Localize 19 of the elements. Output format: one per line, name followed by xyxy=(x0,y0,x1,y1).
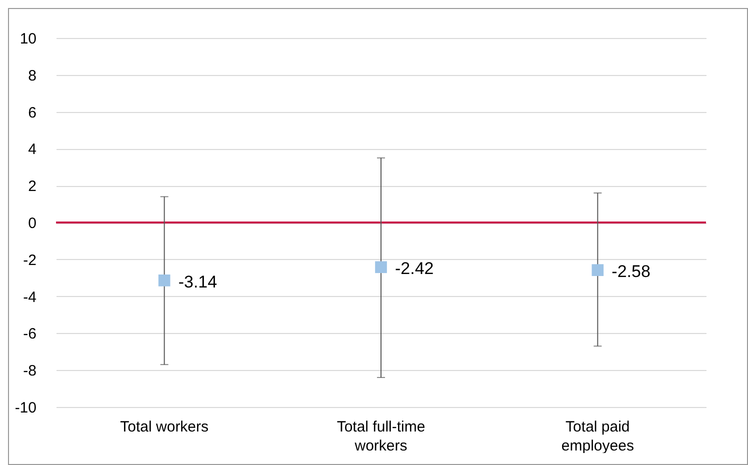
y-tick-label: -10 xyxy=(14,400,36,416)
point xyxy=(375,261,387,274)
data-label: -3.14 xyxy=(178,272,218,292)
y-tick-label: -2 xyxy=(23,252,36,269)
data-label: -2.42 xyxy=(395,259,434,278)
y-tick-label: 0 xyxy=(28,215,36,232)
y-tick-label: -6 xyxy=(23,326,36,343)
x-tick-label: Total workers xyxy=(120,418,209,436)
y-tick-label: 6 xyxy=(28,104,36,122)
x-tick-label: Total full-time workers xyxy=(336,418,426,454)
y-tick-label: -8 xyxy=(23,362,36,380)
y-tick-label: 4 xyxy=(28,141,36,158)
y-tick-label: 2 xyxy=(28,178,36,196)
point xyxy=(158,274,170,286)
data-label: -2.58 xyxy=(612,262,650,282)
point xyxy=(592,264,604,276)
y-tick-label: -4 xyxy=(23,288,36,306)
y-tick-label: 8 xyxy=(28,67,36,84)
y-tick-label: 10 xyxy=(20,30,36,48)
